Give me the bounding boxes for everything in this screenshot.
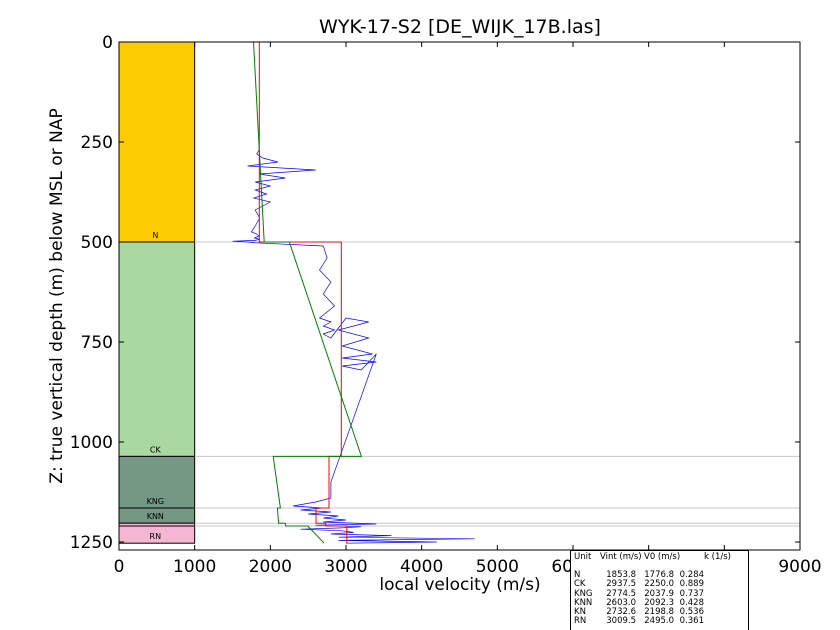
- unit-label-rn: RN: [150, 532, 162, 541]
- table-row: KN 2732.6 2198.8 0.536: [574, 607, 748, 618]
- series-line-blue: [232, 149, 475, 544]
- table-cell: 1853.8: [606, 570, 636, 581]
- x-tick-label: 9000: [778, 557, 821, 577]
- x-tick-label: 4000: [400, 557, 443, 577]
- table-header-cell: Unit: [574, 552, 592, 562]
- y-axis-ticks: 0 250 500 750 1000 1250: [70, 33, 800, 553]
- table-cell: 2037.9: [644, 588, 674, 599]
- table-cell: 2937.5: [606, 579, 636, 590]
- table-cell: KNG: [574, 588, 593, 599]
- table-row: N 1853.8 1776.8 0.284: [574, 570, 748, 581]
- x-axis-ticks: 0100020003000400050006000700080009000: [114, 42, 822, 577]
- unit-band-n: [118, 41, 196, 243]
- unit-label-knn: KNN: [147, 512, 164, 521]
- table-cell: 0.536: [679, 607, 704, 618]
- table-cell: N: [574, 570, 581, 581]
- y-tick-label: 750: [81, 333, 113, 353]
- x-tick-label: 3000: [324, 557, 367, 577]
- table-header-cell: Vint (m/s): [600, 552, 642, 562]
- velocity-table: Unit Vint (m/s) V0 (m/s) k (1/s) N 1853.8 1776…: [570, 550, 749, 630]
- y-axis-label: Z: true vertical depth (m) below MSL or …: [47, 108, 67, 483]
- table-cell: 0.284: [679, 570, 704, 581]
- y-tick-label: 250: [81, 133, 113, 153]
- table-cell: 0.889: [679, 579, 704, 590]
- table-cell: 3009.5: [606, 616, 636, 627]
- table-cell: 2732.6: [606, 607, 636, 618]
- chart-title: WYK-17-S2 [DE_WIJK_17B.las]: [319, 16, 601, 38]
- x-axis-label: local velocity (m/s): [379, 575, 540, 595]
- table-cell: 2603.0: [606, 597, 636, 608]
- y-tick-label: 0: [102, 33, 113, 53]
- unit-band-ck: [118, 241, 196, 457]
- y-tick-label: 1000: [70, 433, 113, 453]
- table-cell: KNN: [574, 597, 593, 608]
- table-cell: RN: [574, 616, 587, 627]
- table-cell: 2495.0: [644, 616, 674, 627]
- y-tick-label: 1250: [70, 533, 113, 553]
- plot-frame: [118, 41, 801, 551]
- unit-band-kng: [118, 455, 196, 509]
- unit-label-n: N: [152, 231, 158, 240]
- y-tick-label: 500: [81, 233, 113, 253]
- table-cell: CK: [574, 579, 586, 590]
- table-header-cell: V0 (m/s): [644, 552, 681, 562]
- table-row: RN 3009.5 2495.0 0.361: [574, 617, 748, 626]
- table-cell: 1776.8: [644, 570, 674, 581]
- table-cell: 0.737: [679, 588, 704, 599]
- table-cell: 2250.0: [644, 579, 674, 590]
- table-row: KNN 2603.0 2092.3 0.428: [574, 597, 748, 608]
- x-tick-label: 0: [114, 557, 125, 577]
- table-header: Unit Vint (m/s) V0 (m/s) k (1/s): [574, 552, 748, 562]
- table-row: KNG 2774.5 2037.9 0.737: [574, 588, 748, 599]
- table-cell: 0.361: [679, 616, 704, 627]
- unit-labels: N CK KNG KNN RN: [147, 231, 164, 541]
- unit-label-ck: CK: [150, 445, 162, 454]
- unit-bands: [118, 41, 196, 544]
- series-group: [232, 41, 475, 544]
- table-cell: KN: [574, 607, 586, 618]
- table-cell: 0.428: [679, 597, 704, 608]
- unit-label-kng: KNG: [147, 497, 164, 506]
- x-tick-label: 5000: [476, 557, 519, 577]
- x-tick-label: 2000: [249, 557, 292, 577]
- x-tick-label: 1000: [173, 557, 216, 577]
- table-cell: 2092.3: [644, 597, 674, 608]
- table-row: CK 2937.5 2250.0 0.889: [574, 580, 748, 589]
- table-cell: 2198.8: [644, 607, 674, 618]
- series-line-green: [253, 41, 363, 544]
- series-line-red: [258, 42, 348, 544]
- table-header-cell: k (1/s): [704, 552, 731, 562]
- table-cell: 2774.5: [606, 588, 636, 599]
- boundary-lines: [194, 241, 800, 527]
